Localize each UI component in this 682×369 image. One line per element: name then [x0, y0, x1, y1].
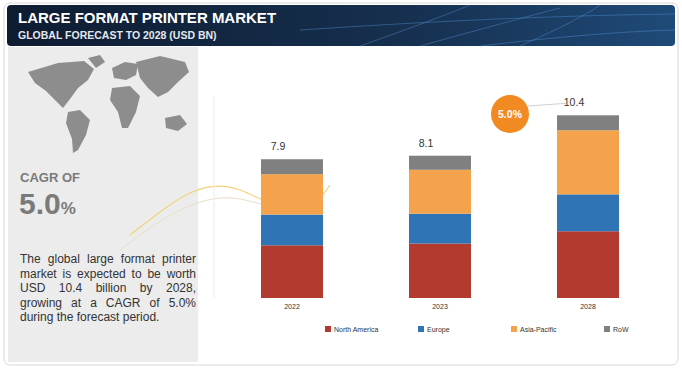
legend-swatch [604, 326, 610, 332]
bar-segment [557, 115, 619, 130]
annotation: 5.0% [498, 108, 523, 120]
frame [4, 3, 678, 365]
map-land [66, 110, 90, 153]
header-streak [480, 30, 675, 46]
total-label: 7.9 [271, 140, 286, 152]
bar-segment [409, 170, 471, 214]
bar-segment [261, 159, 323, 174]
legend-label: Europe [427, 326, 450, 334]
cagr-label: CAGR OF [20, 170, 80, 185]
bar-segment [557, 194, 619, 231]
bar-segment [557, 231, 619, 298]
header-band [7, 5, 675, 46]
bar-segment [261, 174, 323, 214]
bar-segment [409, 244, 471, 298]
map-land [136, 56, 189, 97]
subtitle: GLOBAL FORECAST TO 2028 (USD BN) [18, 29, 217, 41]
title: LARGE FORMAT PRINTER MARKET [18, 9, 276, 26]
bar-segment [261, 245, 323, 298]
legend-label: RoW [613, 326, 629, 333]
annotation-line [528, 103, 566, 106]
legend-label: North America [334, 326, 378, 333]
bar-segment [557, 130, 619, 194]
x-tick-label: 2022 [284, 303, 300, 310]
x-tick-label: 2023 [432, 303, 448, 310]
map-land [88, 55, 105, 68]
description: The global large format printer market i… [20, 252, 196, 325]
bars [261, 115, 619, 298]
map-land [112, 62, 138, 80]
total-label: 8.1 [419, 137, 434, 149]
map-land [165, 115, 187, 131]
annotation-circle [491, 95, 529, 133]
header-streak [300, 14, 675, 30]
legend-label: Asia-Pacific [520, 326, 557, 333]
bar-segment [409, 156, 471, 170]
bar-segment [409, 214, 471, 244]
map-land [110, 86, 140, 128]
header-streak [420, 8, 560, 46]
legend-swatch [418, 326, 424, 332]
x-tick-label: 2028 [580, 303, 596, 310]
legend-swatch [511, 326, 517, 332]
y-axis-line [214, 96, 215, 298]
total-label: 10.4 [564, 96, 585, 108]
map-land [28, 61, 94, 108]
bar-segment [261, 215, 323, 246]
cagr-unit: % [61, 199, 76, 218]
cagr-number: 5.0 [19, 187, 61, 220]
cagr-value: 5.0% [19, 187, 76, 220]
legend-swatch [325, 326, 331, 332]
